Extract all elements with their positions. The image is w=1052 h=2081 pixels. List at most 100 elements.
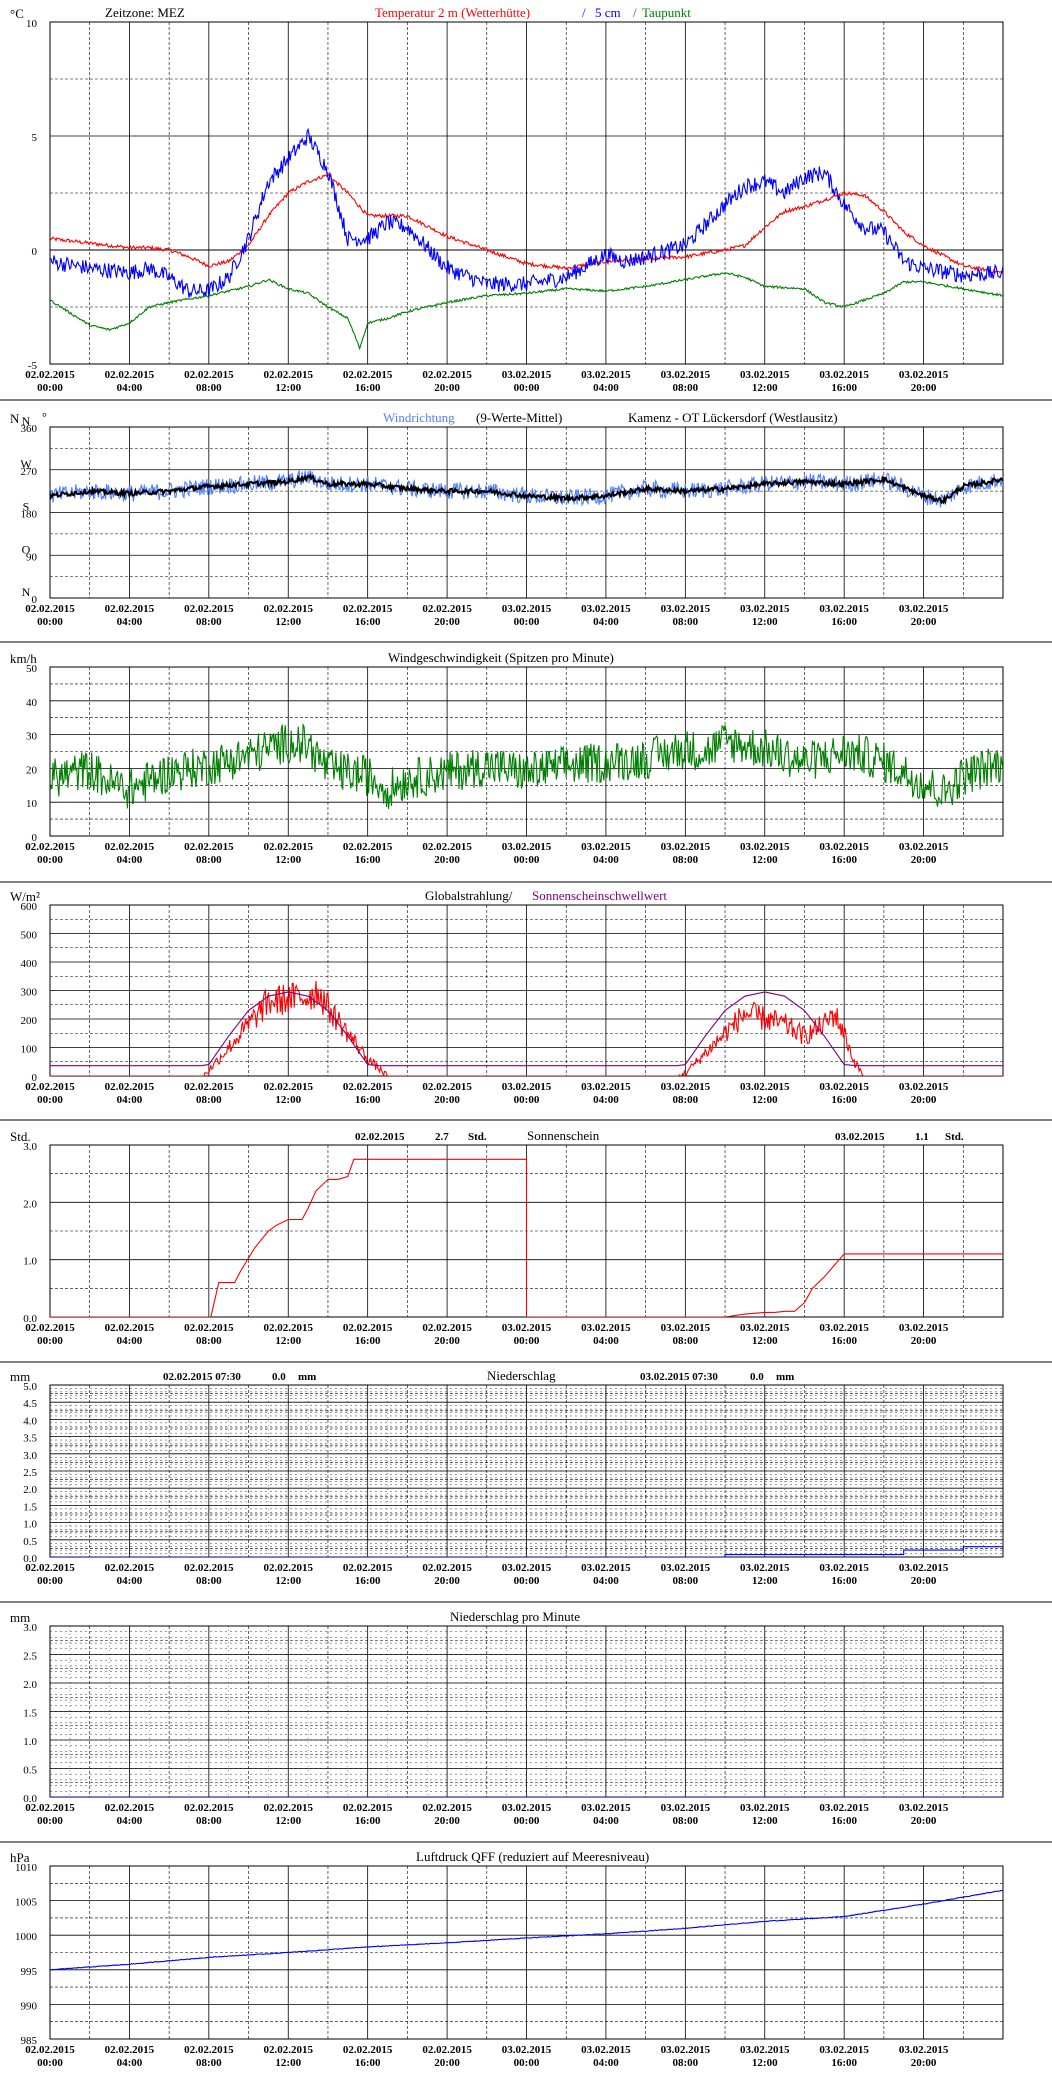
x-tick-date: 03.02.2015 bbox=[819, 603, 869, 615]
x-tick-date: 02.02.2015 bbox=[105, 1081, 155, 1093]
x-tick-time: 20:00 bbox=[911, 1575, 937, 1587]
x-tick-time: 12:00 bbox=[275, 1335, 301, 1347]
x-tick-time: 16:00 bbox=[355, 382, 381, 394]
x-tick-date: 02.02.2015 bbox=[25, 1562, 75, 1574]
header-text: Luftdruck QFF (reduziert auf Meeresnivea… bbox=[416, 1849, 649, 1864]
x-tick-time: 20:00 bbox=[434, 2057, 460, 2069]
y-tick-label: 270 bbox=[21, 466, 38, 478]
x-tick-time: 08:00 bbox=[196, 1335, 222, 1347]
x-tick-date: 02.02.2015 bbox=[25, 1802, 75, 1814]
x-tick-date: 03.02.2015 bbox=[819, 1322, 869, 1334]
x-tick-date: 02.02.2015 bbox=[343, 841, 393, 853]
y-tick-label: 5.0 bbox=[23, 1381, 37, 1393]
y-tick-label: 600 bbox=[21, 901, 38, 913]
x-tick-time: 16:00 bbox=[831, 1575, 857, 1587]
x-tick-date: 02.02.2015 bbox=[343, 369, 393, 381]
x-tick-date: 03.02.2015 bbox=[661, 2044, 711, 2056]
x-tick-time: 12:00 bbox=[275, 382, 301, 394]
x-tick-date: 03.02.2015 bbox=[740, 841, 790, 853]
x-tick-time: 16:00 bbox=[831, 1815, 857, 1827]
x-tick-time: 04:00 bbox=[593, 2057, 619, 2069]
x-tick-date: 03.02.2015 bbox=[502, 841, 552, 853]
x-tick-time: 08:00 bbox=[196, 616, 222, 628]
x-tick-time: 20:00 bbox=[434, 854, 460, 866]
y-tick-label: 0 bbox=[32, 832, 38, 844]
x-tick-date: 02.02.2015 bbox=[25, 1081, 75, 1093]
x-tick-time: 04:00 bbox=[117, 854, 143, 866]
x-tick-date: 02.02.2015 bbox=[25, 603, 75, 615]
x-tick-time: 00:00 bbox=[37, 1815, 63, 1827]
header-text: / bbox=[582, 5, 586, 20]
x-tick-time: 12:00 bbox=[275, 616, 301, 628]
compass-label: S bbox=[23, 500, 30, 514]
x-tick-date: 03.02.2015 bbox=[502, 1081, 552, 1093]
header-text: 03.02.2015 07:30 bbox=[640, 1371, 718, 1383]
x-tick-date: 02.02.2015 bbox=[422, 1562, 472, 1574]
x-tick-date: 03.02.2015 bbox=[899, 1802, 949, 1814]
x-tick-date: 03.02.2015 bbox=[581, 1802, 631, 1814]
chart-sunshine: 3.02.01.00.0Std.02.02.201500:0002.02.201… bbox=[10, 1128, 1004, 1347]
y-tick-label: 0 bbox=[32, 246, 38, 258]
y-tick-label: 1010 bbox=[15, 1862, 38, 1874]
x-tick-date: 03.02.2015 bbox=[899, 603, 949, 615]
x-tick-time: 16:00 bbox=[355, 1335, 381, 1347]
x-tick-date: 02.02.2015 bbox=[422, 1322, 472, 1334]
x-tick-date: 02.02.2015 bbox=[422, 2044, 472, 2056]
y-tick-label: 4.0 bbox=[23, 1415, 37, 1427]
x-tick-time: 04:00 bbox=[593, 1815, 619, 1827]
y-tick-label: 20 bbox=[26, 764, 38, 776]
series-line-global_radiation-1 bbox=[50, 991, 1003, 1067]
x-tick-date: 02.02.2015 bbox=[264, 841, 314, 853]
x-tick-date: 02.02.2015 bbox=[184, 2044, 234, 2056]
header-text: Niederschlag pro Minute bbox=[450, 1609, 580, 1624]
x-tick-time: 00:00 bbox=[37, 1575, 63, 1587]
x-tick-date: 02.02.2015 bbox=[184, 1802, 234, 1814]
x-tick-time: 00:00 bbox=[37, 382, 63, 394]
x-tick-time: 08:00 bbox=[196, 1815, 222, 1827]
x-tick-date: 02.02.2015 bbox=[25, 841, 75, 853]
x-tick-time: 08:00 bbox=[196, 854, 222, 866]
y-tick-label: 0.0 bbox=[23, 1553, 37, 1565]
x-tick-date: 03.02.2015 bbox=[899, 2044, 949, 2056]
header-text: Sonnenschein bbox=[527, 1128, 600, 1143]
y-tick-label: -5 bbox=[28, 360, 38, 372]
unit-label: hPa bbox=[10, 1850, 30, 1865]
x-tick-date: 03.02.2015 bbox=[661, 369, 711, 381]
y-tick-label: 5 bbox=[32, 132, 38, 144]
header-text: Niederschlag bbox=[487, 1368, 556, 1383]
y-tick-label: 10 bbox=[26, 18, 38, 30]
x-tick-time: 04:00 bbox=[117, 382, 143, 394]
x-tick-date: 02.02.2015 bbox=[264, 1562, 314, 1574]
x-tick-date: 03.02.2015 bbox=[502, 1562, 552, 1574]
header-text: Sonnenscheinschwellwert bbox=[532, 888, 667, 903]
x-tick-time: 04:00 bbox=[117, 2057, 143, 2069]
x-tick-time: 20:00 bbox=[911, 1335, 937, 1347]
x-tick-time: 00:00 bbox=[514, 1335, 540, 1347]
y-tick-label: 0.5 bbox=[23, 1765, 37, 1777]
header-text: Windgeschwindigkeit (Spitzen pro Minute) bbox=[388, 650, 614, 665]
x-tick-time: 00:00 bbox=[37, 1335, 63, 1347]
x-tick-date: 02.02.2015 bbox=[422, 603, 472, 615]
x-tick-date: 02.02.2015 bbox=[264, 1081, 314, 1093]
y-tick-label: 180 bbox=[21, 509, 38, 521]
y-tick-label: 360 bbox=[21, 423, 38, 435]
x-tick-date: 03.02.2015 bbox=[581, 1081, 631, 1093]
x-tick-date: 03.02.2015 bbox=[581, 1562, 631, 1574]
unit-label: mm bbox=[10, 1610, 30, 1625]
x-tick-date: 02.02.2015 bbox=[264, 1322, 314, 1334]
x-tick-date: 02.02.2015 bbox=[105, 603, 155, 615]
header-text: Std. bbox=[468, 1131, 487, 1143]
x-tick-date: 03.02.2015 bbox=[581, 603, 631, 615]
x-tick-date: 02.02.2015 bbox=[25, 2044, 75, 2056]
x-tick-date: 02.02.2015 bbox=[343, 1322, 393, 1334]
x-tick-date: 03.02.2015 bbox=[740, 1322, 790, 1334]
series-line-precipitation-0 bbox=[50, 1546, 1003, 1557]
x-tick-time: 04:00 bbox=[117, 1575, 143, 1587]
x-tick-time: 16:00 bbox=[355, 1094, 381, 1106]
y-tick-label: 100 bbox=[21, 1044, 38, 1056]
header-text: Temperatur 2 m (Wetterhütte) bbox=[375, 5, 530, 20]
chart-precipitation: 5.0 4.5 4.0 3.5 3.0 2.5 2.0 1.5 1.0 0.5 0.0 mm 02.02… bbox=[10, 1368, 1004, 1587]
x-tick-time: 00:00 bbox=[37, 2057, 63, 2069]
x-tick-time: 04:00 bbox=[117, 1815, 143, 1827]
header-text: 2.7 bbox=[435, 1131, 449, 1143]
